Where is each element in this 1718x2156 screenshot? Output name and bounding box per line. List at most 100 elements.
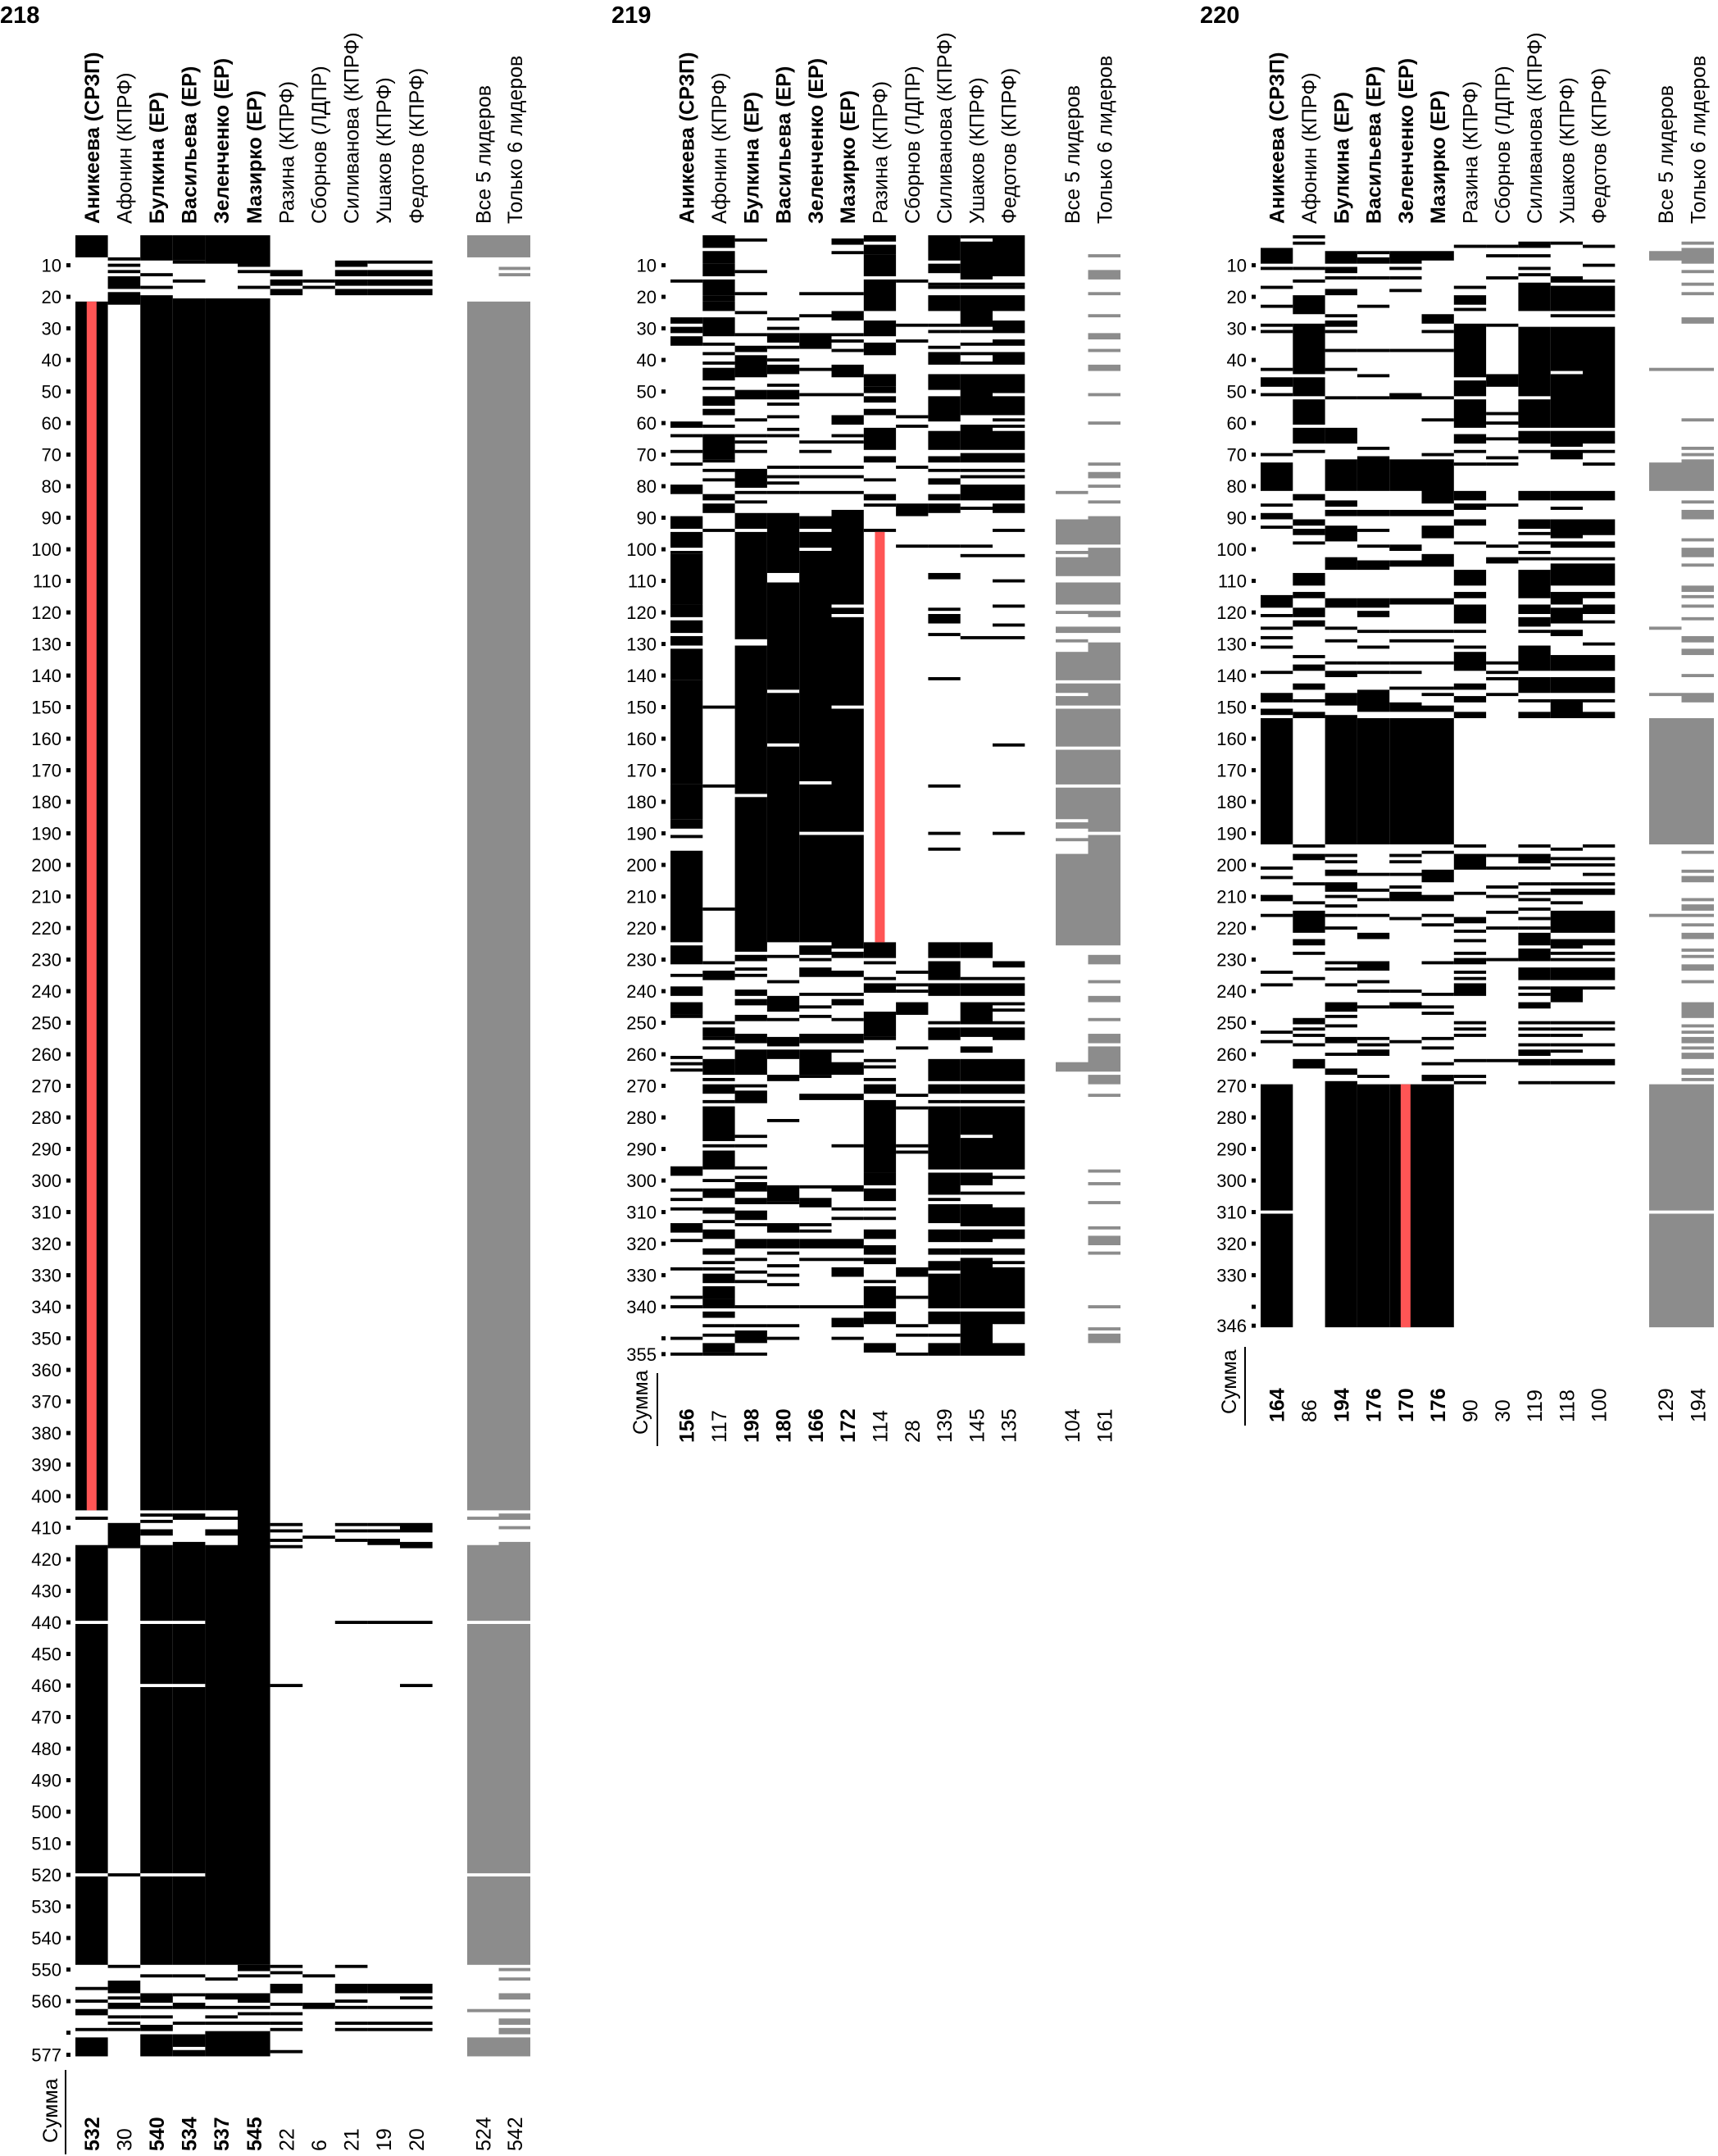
vote-cell <box>734 1090 767 1103</box>
vote-cell <box>702 1106 735 1141</box>
vote-cell <box>1357 989 1390 993</box>
tick-label: 70 <box>637 445 657 466</box>
tick-label: 360 <box>31 1360 61 1380</box>
vote-cell <box>766 1324 800 1328</box>
vote-cell <box>1357 544 1390 548</box>
column-header: Сборнов (ЛДПР) <box>308 66 331 224</box>
vote-cell <box>734 1324 767 1328</box>
vote-cell <box>1357 257 1390 264</box>
vote-cell <box>1325 276 1357 280</box>
column-sum: 176 <box>1427 1388 1450 1422</box>
vote-cell <box>1550 557 1583 561</box>
tick-label: 170 <box>1216 761 1247 781</box>
vote-cell <box>734 1223 767 1226</box>
vote-cell <box>1261 876 1293 880</box>
column-sum: 19 <box>373 2128 396 2151</box>
tick-label: 200 <box>626 855 657 876</box>
vote-cell <box>928 235 961 261</box>
column-sum: 30 <box>1492 1399 1515 1422</box>
vote-cell <box>1325 1036 1357 1044</box>
vote-cell <box>1550 1049 1583 1053</box>
vote-cell <box>831 1017 864 1021</box>
vote-cell <box>799 292 832 296</box>
tick-mark <box>661 894 666 899</box>
leaders-cell <box>498 273 530 277</box>
tick-mark <box>66 1336 70 1341</box>
vote-cell <box>799 1223 832 1226</box>
tick-label: 10 <box>637 256 657 276</box>
leaders-cell <box>1681 869 1714 873</box>
vote-cell <box>928 494 961 501</box>
tick-label: 520 <box>31 1865 61 1885</box>
column-header: Зеленченко (ЕР) <box>805 58 828 224</box>
vote-cell <box>928 478 961 485</box>
tick-label: 330 <box>626 1266 657 1286</box>
vote-cell <box>766 1185 800 1202</box>
vote-cell <box>107 1981 141 1994</box>
vote-cell <box>1325 500 1357 507</box>
vote-cell <box>863 1258 897 1265</box>
tick-mark <box>66 1557 70 1562</box>
vote-cell <box>702 961 735 965</box>
vote-cell <box>734 973 767 977</box>
vote-cell <box>799 449 832 453</box>
vote-cell <box>960 1099 993 1103</box>
vote-cell <box>928 352 961 365</box>
vote-cell <box>1325 348 1357 353</box>
vote-cell <box>734 500 767 504</box>
vote-cell <box>799 393 832 397</box>
vote-cell <box>799 1034 832 1044</box>
vote-cell <box>1518 907 1551 911</box>
tick-label: 290 <box>626 1139 657 1160</box>
tick-label: 250 <box>626 1013 657 1034</box>
vote-cell <box>238 1964 270 1972</box>
vote-cell <box>1325 882 1357 892</box>
leaders-cell <box>1681 282 1714 286</box>
vote-cell <box>799 1075 832 1078</box>
sum-label: Сумма <box>39 2078 62 2143</box>
vote-cell <box>928 572 961 580</box>
vote-cell <box>799 475 832 479</box>
tick-label: 140 <box>626 666 657 686</box>
vote-cell <box>1293 572 1325 586</box>
vote-cell <box>670 1267 703 1271</box>
vote-cell <box>831 333 864 337</box>
tick-mark <box>66 1872 70 1877</box>
vote-cell <box>1583 244 1616 248</box>
vote-cell <box>1293 910 1325 933</box>
vote-cell <box>1518 677 1551 694</box>
vote-cell <box>205 1529 238 1536</box>
tick-mark <box>66 1589 70 1594</box>
vote-cell <box>1389 885 1422 889</box>
vote-cell <box>670 1207 703 1211</box>
vote-cell <box>1421 705 1454 712</box>
tick-label: 320 <box>31 1234 61 1254</box>
column-header: Зеленченко (ЕР) <box>1395 58 1418 224</box>
vote-cell <box>107 1522 141 1549</box>
column-sum: 537 <box>211 2117 234 2151</box>
vote-cell <box>400 1529 433 1533</box>
vote-cell <box>1325 266 1357 274</box>
vote-cell <box>1453 285 1487 289</box>
vote-cell <box>140 1687 173 1874</box>
vote-cell <box>1518 967 1551 980</box>
vote-cell <box>960 1002 993 1025</box>
vote-cell <box>863 396 897 403</box>
vote-cell <box>766 746 800 943</box>
vote-cell <box>1518 853 1551 864</box>
tick-label: 100 <box>31 539 61 560</box>
vote-cell <box>799 993 832 996</box>
vote-cell <box>1486 853 1519 857</box>
vote-cell <box>334 279 368 286</box>
vote-cell <box>1486 412 1519 416</box>
tick-label: 470 <box>31 1708 61 1728</box>
vote-cell <box>799 490 832 494</box>
column-header: Васильева (ЕР) <box>773 66 796 224</box>
vote-cell <box>1583 462 1616 466</box>
tick-label: 60 <box>42 413 61 434</box>
vote-cell <box>831 348 864 353</box>
vote-cell <box>1357 304 1390 308</box>
vote-cell <box>831 339 864 343</box>
tick-mark <box>661 1336 666 1341</box>
tick-label: 280 <box>626 1108 657 1128</box>
